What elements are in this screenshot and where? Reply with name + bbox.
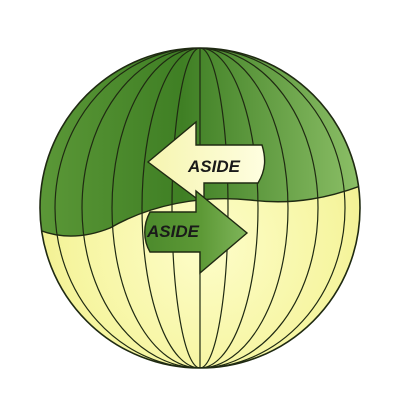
globe-meridians	[54, 48, 346, 368]
upper-arrow-label: ASIDE	[187, 157, 241, 176]
globe-outline	[39, 47, 361, 369]
lower-arrow: ASIDE	[144, 189, 249, 275]
lower-arrow-label: ASIDE	[146, 222, 200, 241]
upper-arrow: ASIDE	[146, 120, 266, 206]
globe-boundary	[40, 177, 360, 237]
